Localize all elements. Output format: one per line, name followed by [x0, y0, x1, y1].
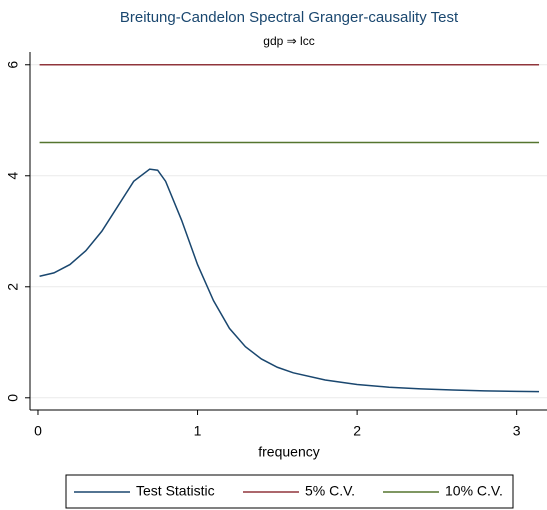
x-axis-label: frequency	[258, 444, 319, 460]
legend-label: Test Statistic	[136, 483, 215, 499]
chart-subtitle: gdp ⇒ lcc	[263, 34, 314, 48]
x-tick-label: 2	[353, 423, 361, 439]
y-tick-label: 6	[5, 61, 21, 69]
series-line	[39, 168, 540, 393]
y-tick-label: 2	[5, 283, 21, 291]
y-tick-label: 0	[5, 394, 21, 402]
legend-label: 5% C.V.	[305, 483, 355, 499]
legend-label: 10% C.V.	[445, 483, 503, 499]
x-tick-label: 3	[513, 423, 521, 439]
x-tick-label: 1	[194, 423, 202, 439]
x-tick-label: 0	[34, 423, 42, 439]
chart-title: Breitung-Candelon Spectral Granger-causa…	[120, 9, 459, 26]
legend-box	[65, 474, 514, 509]
y-tick-label: 4	[5, 172, 21, 180]
